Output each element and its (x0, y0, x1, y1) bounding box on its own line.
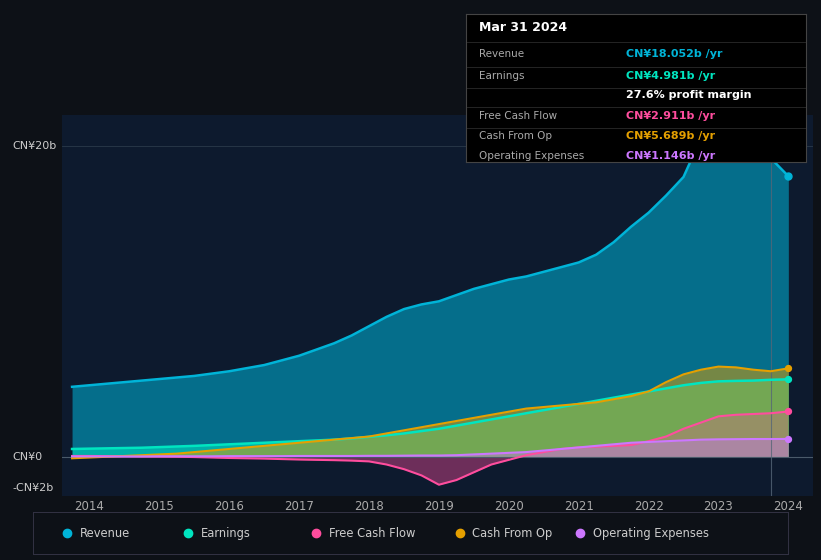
Text: Mar 31 2024: Mar 31 2024 (479, 21, 567, 34)
Text: CN¥0: CN¥0 (12, 452, 43, 462)
Text: Cash From Op: Cash From Op (472, 527, 553, 540)
Point (782, 172, 795, 181)
Text: CN¥5.689b /yr: CN¥5.689b /yr (626, 130, 715, 141)
Text: Revenue: Revenue (80, 527, 130, 540)
Text: 27.6% profit margin: 27.6% profit margin (626, 90, 751, 100)
Text: -CN¥2b: -CN¥2b (12, 483, 53, 493)
Point (782, 375, 795, 384)
Point (782, 407, 795, 416)
Text: CN¥4.981b /yr: CN¥4.981b /yr (626, 71, 715, 81)
Text: Operating Expenses: Operating Expenses (479, 151, 585, 161)
Text: Free Cash Flow: Free Cash Flow (329, 527, 415, 540)
Text: CN¥18.052b /yr: CN¥18.052b /yr (626, 49, 722, 59)
Text: Cash From Op: Cash From Op (479, 130, 553, 141)
Text: Operating Expenses: Operating Expenses (594, 527, 709, 540)
Text: CN¥2.911b /yr: CN¥2.911b /yr (626, 111, 715, 120)
Text: Earnings: Earnings (200, 527, 250, 540)
Point (782, 435, 795, 444)
Text: CN¥1.146b /yr: CN¥1.146b /yr (626, 151, 715, 161)
Text: Free Cash Flow: Free Cash Flow (479, 111, 557, 120)
Point (782, 364, 795, 373)
Text: CN¥20b: CN¥20b (12, 141, 57, 151)
Text: Revenue: Revenue (479, 49, 525, 59)
Text: Earnings: Earnings (479, 71, 525, 81)
